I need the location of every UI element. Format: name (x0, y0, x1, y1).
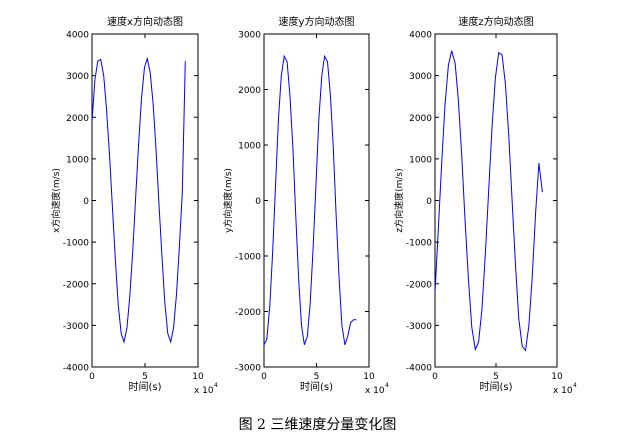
y-tick-label: -1000 (406, 239, 432, 249)
y-tick-label: 1000 (409, 155, 432, 165)
y-tick-label: 0 (426, 197, 432, 207)
y-tick-label: -3000 (235, 364, 261, 374)
chart-title: 速度z方向动态图 (458, 15, 533, 28)
y-tick-label: 3000 (66, 72, 89, 82)
x-multiplier-exponent: 4 (214, 382, 218, 389)
y-tick-label: -2000 (406, 280, 432, 290)
x-tick-label: 10 (192, 372, 204, 382)
x-tick-label: 10 (363, 372, 375, 382)
x-multiplier-label: x 10 (194, 386, 214, 396)
y-axis-label: z方向速度(m/s) (393, 168, 405, 232)
x-multiplier-exponent: 4 (385, 382, 389, 389)
y-tick-label: -3000 (406, 322, 432, 332)
y-tick-label: 0 (83, 197, 89, 207)
y-tick-label: -2000 (235, 308, 261, 318)
x-tick-label: 5 (142, 372, 148, 382)
y-tick-label: 2000 (66, 114, 89, 124)
y-tick-label: -1000 (63, 239, 89, 249)
plot-frame (434, 33, 558, 368)
y-axis-label: x方向速度(m/s) (50, 168, 62, 233)
plot-frame (263, 33, 370, 368)
series-line (434, 50, 543, 352)
chart-title: 速度x方向动态图 (107, 15, 183, 28)
plot-frame (91, 33, 199, 368)
y-tick-label: 3000 (238, 31, 261, 41)
y-tick-label: 4000 (409, 31, 432, 41)
y-tick-label: -4000 (63, 364, 89, 374)
y-tick-label: -1000 (235, 253, 261, 263)
y-tick-label: -2000 (63, 280, 89, 290)
y-tick-label: 2000 (238, 86, 261, 96)
chart-title: 速度y方向动态图 (279, 15, 355, 28)
y-tick-label: 4000 (66, 31, 89, 41)
y-tick-label: 1000 (66, 155, 89, 165)
x-multiplier-label: x 10 (553, 386, 573, 396)
series-line (263, 54, 357, 346)
x-tick-label: 10 (551, 372, 563, 382)
y-tick-label: 3000 (409, 72, 432, 82)
x-tick-label: 5 (493, 372, 499, 382)
x-tick-label: 0 (261, 372, 267, 382)
x-axis-label: 时间(s) (128, 380, 161, 393)
y-axis-label: y方向速度(m/s) (222, 168, 234, 233)
x-tick-label: 0 (89, 372, 95, 382)
y-tick-label: 2000 (409, 114, 432, 124)
y-tick-label: -4000 (406, 364, 432, 374)
x-multiplier-label: x 10 (365, 386, 385, 396)
x-axis-label: 时间(s) (300, 380, 333, 393)
x-tick-label: 5 (314, 372, 320, 382)
x-multiplier-exponent: 4 (573, 382, 577, 389)
x-tick-label: 0 (432, 372, 438, 382)
figure-caption: 图 2 三维速度分量变化图 (238, 417, 397, 433)
y-tick-label: 0 (255, 197, 261, 207)
series-line (91, 56, 186, 344)
x-axis-label: 时间(s) (479, 380, 512, 393)
y-tick-label: -3000 (63, 322, 89, 332)
y-tick-label: 1000 (238, 142, 261, 152)
